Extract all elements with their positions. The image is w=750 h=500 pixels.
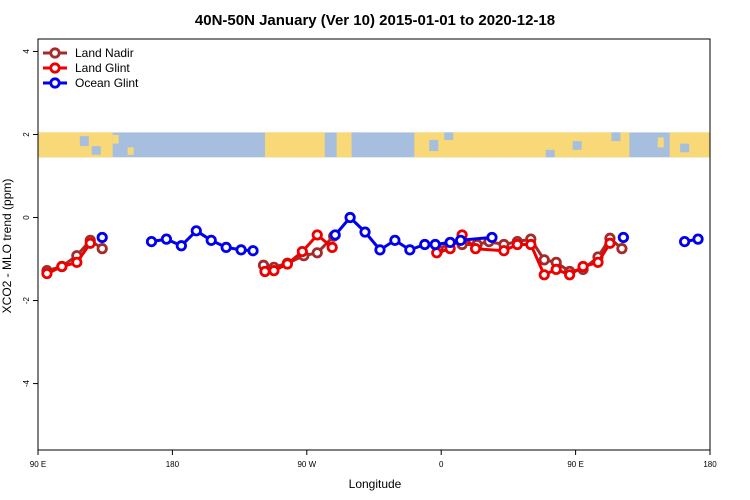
world-map-band: [38, 132, 710, 158]
map-island-0: [112, 134, 119, 144]
data-point: [538, 254, 550, 266]
plot-frame: [37, 38, 711, 451]
data-point: [84, 237, 96, 249]
data-point: [296, 245, 308, 258]
data-point: [205, 234, 217, 246]
data-point: [511, 238, 523, 251]
data-point: [564, 269, 576, 281]
x-tick-label: 90 E: [567, 460, 583, 469]
y-tick-label: -2: [22, 296, 31, 304]
data-point: [692, 233, 704, 245]
data-point: [281, 258, 293, 270]
y-tick-label: -4: [22, 379, 31, 387]
data-point: [311, 229, 323, 241]
y-tick-label: 4: [22, 49, 31, 54]
legend-marker: [49, 47, 61, 59]
data-point: [538, 269, 550, 281]
map-land-2: [336, 132, 352, 158]
data-point: [96, 231, 108, 244]
data-point: [604, 237, 616, 249]
map-water-2: [351, 132, 361, 143]
map-island-1: [127, 147, 134, 155]
map-land-4: [669, 132, 710, 158]
series-line: [46, 242, 92, 275]
map-land-0: [38, 132, 113, 158]
data-point: [577, 260, 589, 273]
map-island-4: [657, 137, 664, 148]
x-tick-label: 90 W: [297, 460, 316, 469]
data-point: [329, 229, 341, 241]
data-point: [389, 234, 401, 246]
data-point: [326, 241, 338, 254]
data-point: [679, 235, 691, 248]
data-point: [175, 240, 187, 252]
data-point: [344, 211, 356, 224]
data-point: [429, 238, 441, 251]
data-point: [96, 243, 108, 255]
map-water-8: [680, 143, 690, 153]
data-point: [71, 256, 83, 268]
data-point: [145, 235, 158, 248]
y-tick-label: 2: [22, 132, 31, 137]
data-point: [56, 260, 68, 273]
y-tick-label: 0: [22, 215, 31, 220]
map-land-1: [264, 132, 325, 158]
legend-label: Ocean Glint: [75, 76, 139, 90]
data-point: [190, 225, 202, 237]
map-water-0: [79, 136, 89, 147]
map-water-1: [91, 146, 101, 155]
data-point: [220, 241, 232, 254]
map-island-3: [515, 146, 522, 157]
data-point: [247, 245, 259, 257]
legend-label: Land Glint: [75, 61, 130, 75]
data-point: [419, 238, 431, 251]
series-ocean-glint: [96, 211, 704, 257]
x-tick-label: 90 E: [30, 460, 46, 469]
data-point: [616, 243, 628, 255]
x-tick-label: 0: [439, 460, 444, 469]
map-water-3: [429, 139, 439, 152]
data-point: [311, 247, 323, 259]
legend-label: Land Nadir: [75, 46, 134, 60]
x-tick-label: 180: [703, 460, 717, 469]
x-tick-label: 180: [166, 460, 180, 469]
data-point: [235, 244, 247, 256]
data-point: [359, 226, 371, 238]
map-water-7: [611, 132, 621, 142]
map-water-4: [444, 132, 454, 140]
series-layer: [41, 211, 704, 281]
data-point: [486, 231, 498, 244]
data-point: [374, 244, 386, 256]
data-point: [455, 234, 467, 246]
data-point: [268, 265, 280, 277]
y-axis-label: XCO2 - MLO trend (ppm): [0, 179, 14, 314]
data-point: [41, 267, 53, 280]
legend-marker: [49, 77, 61, 89]
map-water-5: [545, 149, 555, 158]
chart-title: 40N-50N January (Ver 10) 2015-01-01 to 2…: [195, 12, 555, 29]
data-point: [592, 256, 604, 268]
map-island-2: [493, 132, 500, 142]
data-point: [617, 231, 629, 244]
data-point: [469, 243, 482, 255]
legend-marker: [49, 62, 61, 74]
x-axis-label: Longitude: [349, 477, 402, 491]
data-point: [160, 233, 173, 245]
data-point: [525, 238, 537, 251]
data-point: [404, 244, 416, 256]
data-point: [444, 236, 456, 249]
axes: 90 E 180 90 W 0 90 E 180 -4 -2 0 2 4: [22, 38, 717, 469]
data-point: [498, 245, 510, 257]
map-water-6: [572, 141, 582, 150]
data-point: [550, 263, 562, 276]
data-point: [259, 265, 271, 278]
